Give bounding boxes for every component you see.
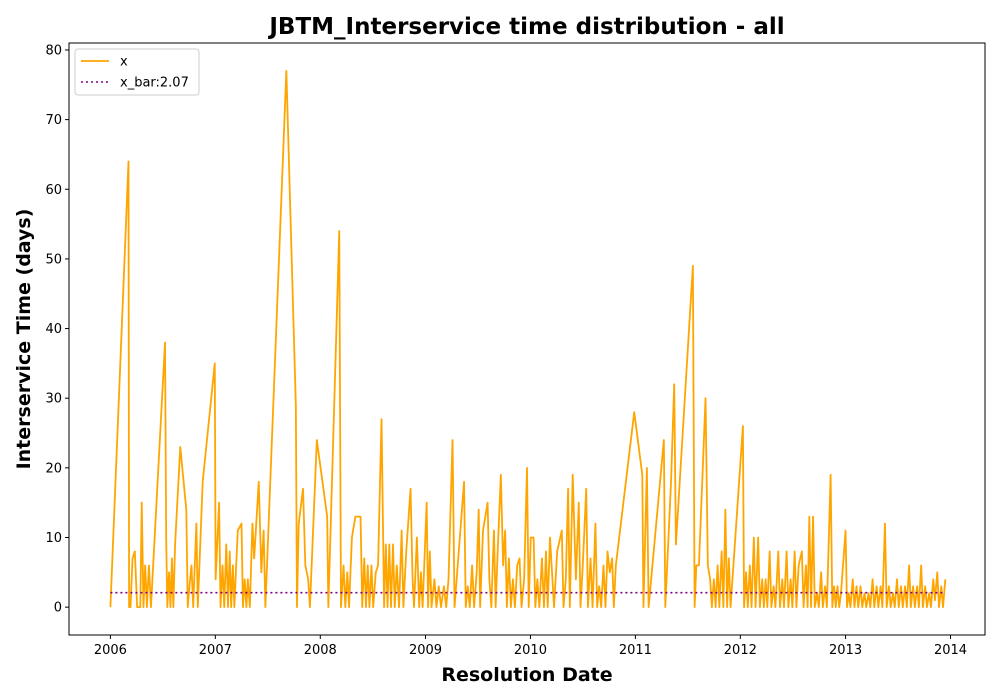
plot-area — [109, 69, 947, 609]
y-axis: 0 10 20 30 40 50 60 70 80 — [45, 43, 69, 616]
legend-label: x_bar:2.07 — [120, 76, 189, 91]
series-line-0 — [109, 69, 947, 609]
x-tick-label: 2009 — [409, 643, 442, 658]
y-tick-label: 30 — [45, 392, 62, 407]
x-tick-label: 2011 — [619, 643, 652, 658]
y-tick-label: 60 — [45, 183, 62, 198]
x-tick-label: 2006 — [94, 643, 127, 658]
chart-title: JBTM_Interservice time distribution - al… — [267, 14, 784, 40]
plot-frame — [68, 42, 986, 636]
y-tick-label: 50 — [45, 252, 62, 267]
legend: x x_bar:2.07 — [74, 48, 200, 96]
x-axis: 2006 2007 2008 2009 2010 2011 2012 2013 2014 — [94, 635, 967, 658]
x-tick-label: 2013 — [829, 643, 862, 658]
y-tick-label: 0 — [54, 601, 62, 616]
x-tick-label: 2012 — [724, 643, 757, 658]
x-tick-label: 2010 — [514, 643, 547, 658]
y-tick-label: 70 — [45, 113, 62, 128]
y-tick-label: 10 — [45, 531, 62, 546]
x-tick-label: 2008 — [304, 643, 337, 658]
legend-label: x — [120, 55, 128, 70]
x-axis-label: Resolution Date — [441, 664, 612, 686]
y-tick-label: 80 — [45, 43, 62, 58]
x-tick-label: 2014 — [934, 643, 967, 658]
y-axis-label: Interservice Time (days) — [13, 209, 35, 470]
y-tick-label: 20 — [45, 461, 62, 476]
x-tick-label: 2007 — [199, 643, 232, 658]
y-tick-label: 40 — [45, 322, 62, 337]
